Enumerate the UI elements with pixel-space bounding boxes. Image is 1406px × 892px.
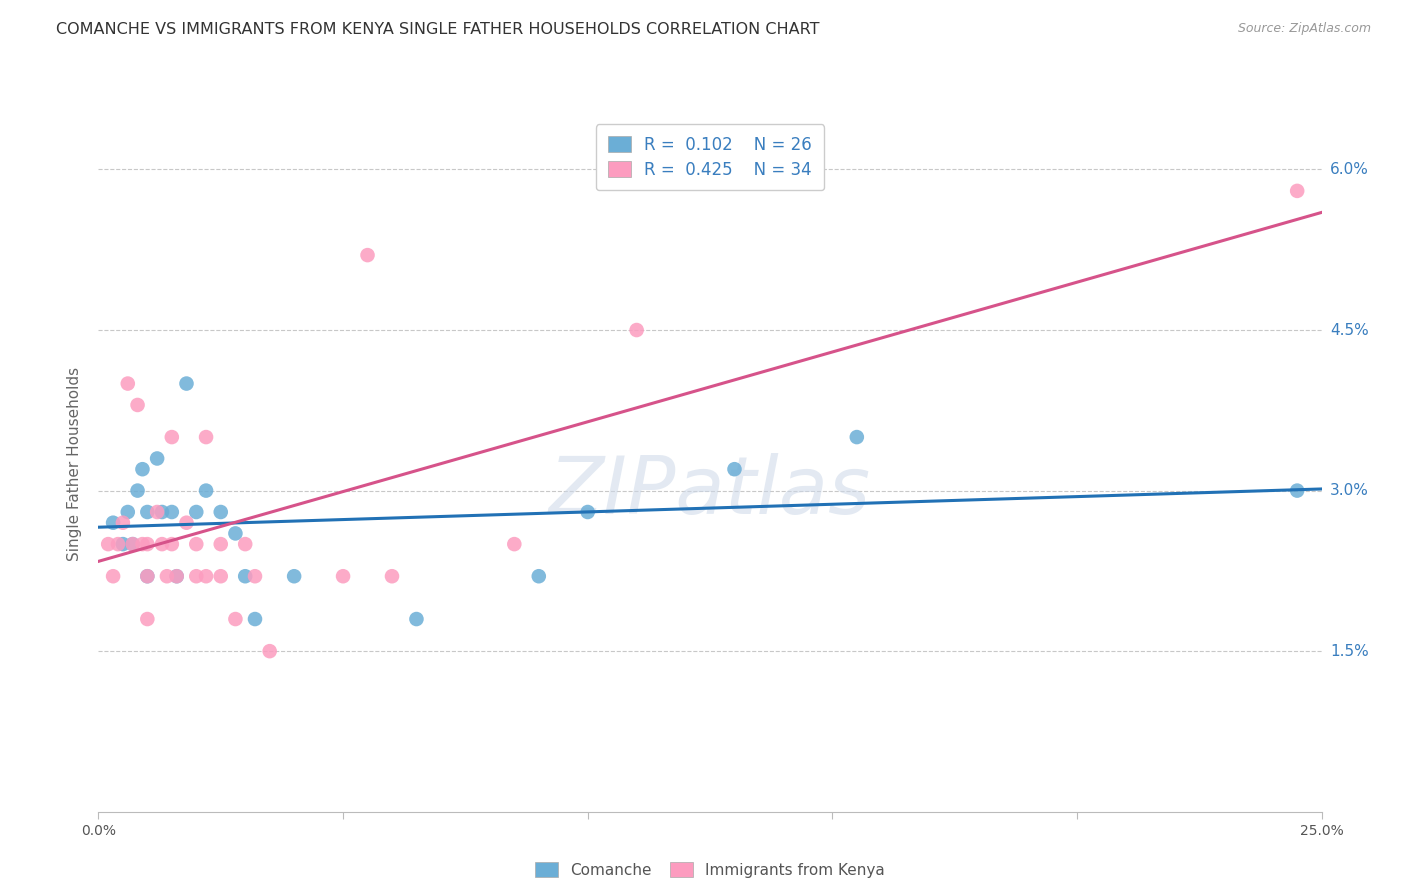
Point xyxy=(146,505,169,519)
Point xyxy=(195,569,218,583)
Point xyxy=(176,376,198,391)
Point xyxy=(136,569,159,583)
Text: ZIPatlas: ZIPatlas xyxy=(548,452,872,531)
Point xyxy=(121,537,143,551)
Point xyxy=(259,644,281,658)
Point xyxy=(160,505,183,519)
Point xyxy=(136,505,159,519)
Point xyxy=(136,569,159,583)
Point xyxy=(1286,184,1309,198)
Point xyxy=(283,569,305,583)
Point xyxy=(209,569,232,583)
Legend: Comanche, Immigrants from Kenya: Comanche, Immigrants from Kenya xyxy=(529,856,891,884)
Point xyxy=(97,537,120,551)
Point xyxy=(160,430,183,444)
Text: 6.0%: 6.0% xyxy=(1330,162,1369,177)
Point xyxy=(166,569,188,583)
Point xyxy=(186,569,208,583)
Text: 1.5%: 1.5% xyxy=(1330,644,1368,658)
Y-axis label: Single Father Households: Single Father Households xyxy=(67,367,83,561)
Point xyxy=(186,537,208,551)
Point xyxy=(209,505,232,519)
Point xyxy=(186,505,208,519)
Point xyxy=(117,376,139,391)
Point xyxy=(127,398,149,412)
Point xyxy=(224,526,246,541)
Point xyxy=(150,537,173,551)
Text: 3.0%: 3.0% xyxy=(1330,483,1369,498)
Point xyxy=(243,612,266,626)
Point xyxy=(576,505,599,519)
Point xyxy=(405,612,427,626)
Point xyxy=(233,537,256,551)
Point xyxy=(356,248,378,262)
Point xyxy=(503,537,526,551)
Point xyxy=(107,537,129,551)
Point xyxy=(111,516,134,530)
Point xyxy=(166,569,188,583)
Point xyxy=(136,612,159,626)
Text: COMANCHE VS IMMIGRANTS FROM KENYA SINGLE FATHER HOUSEHOLDS CORRELATION CHART: COMANCHE VS IMMIGRANTS FROM KENYA SINGLE… xyxy=(56,22,820,37)
Point xyxy=(527,569,550,583)
Point xyxy=(160,537,183,551)
Point xyxy=(176,516,198,530)
Point xyxy=(381,569,404,583)
Point xyxy=(131,537,153,551)
Point xyxy=(209,537,232,551)
Point xyxy=(117,505,139,519)
Point xyxy=(101,569,124,583)
Point xyxy=(101,516,124,530)
Point xyxy=(723,462,745,476)
Point xyxy=(626,323,648,337)
Point xyxy=(233,569,256,583)
Point xyxy=(127,483,149,498)
Point xyxy=(224,612,246,626)
Point xyxy=(332,569,354,583)
Point xyxy=(156,569,179,583)
Text: Source: ZipAtlas.com: Source: ZipAtlas.com xyxy=(1237,22,1371,36)
Point xyxy=(195,430,218,444)
Point xyxy=(845,430,868,444)
Point xyxy=(150,505,173,519)
Point xyxy=(243,569,266,583)
Point xyxy=(121,537,143,551)
Text: 4.5%: 4.5% xyxy=(1330,323,1368,337)
Point xyxy=(111,537,134,551)
Point xyxy=(131,462,153,476)
Point xyxy=(146,451,169,466)
Point xyxy=(1286,483,1309,498)
Point xyxy=(136,537,159,551)
Point xyxy=(195,483,218,498)
